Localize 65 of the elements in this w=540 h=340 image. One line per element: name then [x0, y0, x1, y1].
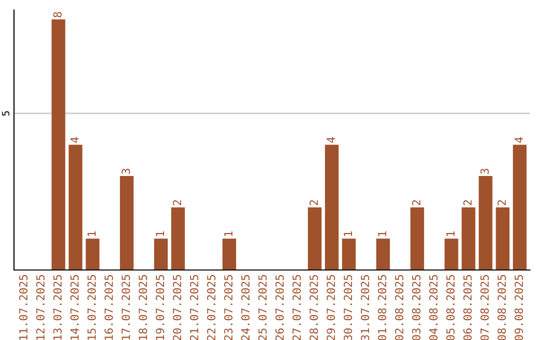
bar	[444, 238, 458, 270]
x-tick-label: 23.07.2025	[224, 275, 233, 340]
data-label: 4	[70, 137, 79, 143]
bar	[512, 144, 527, 270]
data-label: 1	[446, 231, 454, 236]
data-label: 2	[310, 200, 318, 206]
data-label: 1	[224, 231, 232, 236]
x-tick-label: 28.07.2025	[310, 275, 318, 340]
bar	[68, 144, 82, 270]
bar	[222, 238, 236, 270]
x-tick-label: 01.08.2025	[378, 275, 386, 340]
x-tick-label: 20.07.2025	[172, 275, 182, 340]
x-tick-label: 02.08.2025	[394, 275, 404, 340]
y-tick-label: 5	[2, 111, 10, 116]
x-tick-label: 27.07.2025	[292, 275, 301, 340]
x-tick-label: 21.07.2025	[190, 275, 198, 340]
bar	[171, 207, 185, 270]
x-tick-label: 24.07.2025	[241, 275, 250, 340]
bar	[478, 176, 492, 270]
data-label: 1	[88, 231, 96, 236]
x-tick-label: 04.08.2025	[429, 275, 438, 340]
bar	[496, 207, 510, 270]
x-tick-label: 15.07.2025	[87, 275, 96, 340]
x-tick-label: 08.08.2025	[498, 275, 506, 340]
x-tick-label: 25.07.2025	[258, 275, 267, 340]
data-label: 1	[156, 231, 164, 236]
data-label: 1	[378, 231, 386, 236]
bar	[86, 238, 100, 270]
x-tick-label: 18.07.2025	[138, 275, 148, 340]
bar	[308, 207, 322, 270]
data-label: 3	[122, 168, 130, 174]
x-tick-label: 05.08.2025	[446, 275, 455, 340]
data-label: 2	[412, 200, 420, 206]
bar	[154, 238, 168, 270]
x-tick-label: 16.07.2025	[104, 275, 113, 340]
x-tick-label: 09.08.2025	[514, 275, 523, 340]
x-tick-label: 26.07.2025	[275, 275, 284, 340]
data-label: 4	[326, 137, 335, 143]
x-tick-label: 19.07.2025	[156, 275, 164, 340]
bar	[376, 238, 390, 270]
data-label: 2	[172, 200, 182, 206]
data-label: 2	[463, 200, 472, 206]
bar	[342, 238, 356, 270]
x-tick-label: 17.07.2025	[122, 275, 130, 340]
x-tick-label: 11.07.2025	[19, 275, 28, 340]
bar	[410, 207, 424, 270]
x-tick-label: 13.07.2025	[53, 275, 62, 340]
x-tick-label: 06.08.2025	[463, 275, 472, 340]
data-label: 2	[498, 200, 506, 206]
bar	[52, 19, 66, 270]
data-label: 3	[480, 168, 489, 174]
bar	[462, 207, 476, 270]
x-tick-label: 29.07.2025	[326, 275, 336, 340]
x-tick-label: 03.08.2025	[412, 275, 420, 340]
x-tick-label: 31.07.2025	[360, 275, 370, 340]
data-label: 1	[344, 231, 352, 236]
x-tick-label: 30.07.2025	[344, 275, 352, 340]
x-tick-label: 14.07.2025	[70, 275, 79, 340]
x-tick-label: 07.08.2025	[480, 275, 489, 340]
bar	[324, 144, 339, 270]
x-tick-label: 12.07.2025	[36, 275, 45, 340]
data-label: 4	[514, 137, 523, 143]
data-label: 8	[53, 12, 62, 18]
x-tick-label: 22.07.2025	[207, 275, 216, 340]
bar	[120, 176, 134, 270]
